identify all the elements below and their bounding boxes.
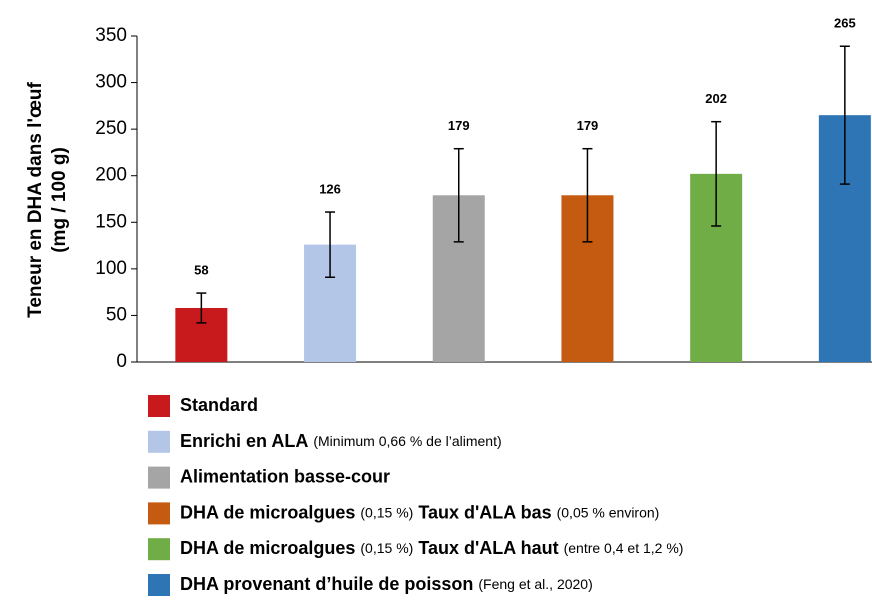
legend-swatch <box>148 502 170 525</box>
legend-text: Enrichi en ALA <box>180 431 308 451</box>
legend-swatch <box>148 538 170 561</box>
y-tick-label: 250 <box>95 118 127 139</box>
legend-text: DHA de microalgues <box>180 538 355 558</box>
legend-text: (Feng et al., 2020) <box>478 576 592 592</box>
legend-text: DHA provenant d’huile de poisson <box>180 574 473 594</box>
legend-swatch <box>148 466 170 489</box>
legend-text: Standard <box>180 395 258 415</box>
legend-label: Standard <box>180 395 258 415</box>
legend-text: (0,15 %) <box>360 540 413 556</box>
legend-text: (0,05 % environ) <box>557 504 660 520</box>
legend-text: (entre 0,4 et 1,2 %) <box>564 540 684 556</box>
value-label: 126 <box>319 181 341 196</box>
value-label: 58 <box>194 263 208 278</box>
legend-swatch <box>148 395 170 417</box>
legend-text: (Minimum 0,66 % de l’aliment) <box>313 433 501 449</box>
legend-label: DHA de microalgues (0,15 %) Taux d'ALA hau… <box>180 538 683 558</box>
legend-swatch <box>148 574 170 596</box>
legend-label: DHA provenant d’huile de poisson (Feng et… <box>180 574 593 594</box>
y-tick-label: 50 <box>106 304 127 325</box>
y-title-line: Teneur en DHA dans l'œuf <box>25 81 46 317</box>
value-label: 179 <box>448 118 470 133</box>
legend-swatch <box>148 430 170 453</box>
legend-label: Enrichi en ALA (Minimum 0,66 % de l’alime… <box>180 431 502 451</box>
value-label: 202 <box>705 91 727 106</box>
y-title: Teneur en DHA dans l'œuf (mg / 100 g) <box>25 81 70 317</box>
y-tick-label: 0 <box>116 351 127 372</box>
legend-text: (0,15 %) <box>360 504 413 520</box>
y-tick-label: 100 <box>95 258 127 279</box>
y-tick-label: 350 <box>95 25 127 46</box>
y-title-line: (mg / 100 g) <box>49 147 70 253</box>
legend-text: Taux d'ALA haut <box>418 538 558 558</box>
legend-text: Taux d'ALA bas <box>418 502 551 522</box>
y-tick-label: 200 <box>95 165 127 186</box>
value-label: 265 <box>834 16 856 31</box>
legend-label: DHA de microalgues (0,15 %) Taux d'ALA bas… <box>180 502 659 522</box>
y-tick-label: 150 <box>95 211 127 232</box>
legend-text: DHA de microalgues <box>180 502 355 522</box>
legend-label: Alimentation basse-cour <box>180 466 390 486</box>
value-label: 179 <box>577 118 599 133</box>
legend-text: Alimentation basse-cour <box>180 466 390 486</box>
y-tick-label: 300 <box>95 72 127 93</box>
